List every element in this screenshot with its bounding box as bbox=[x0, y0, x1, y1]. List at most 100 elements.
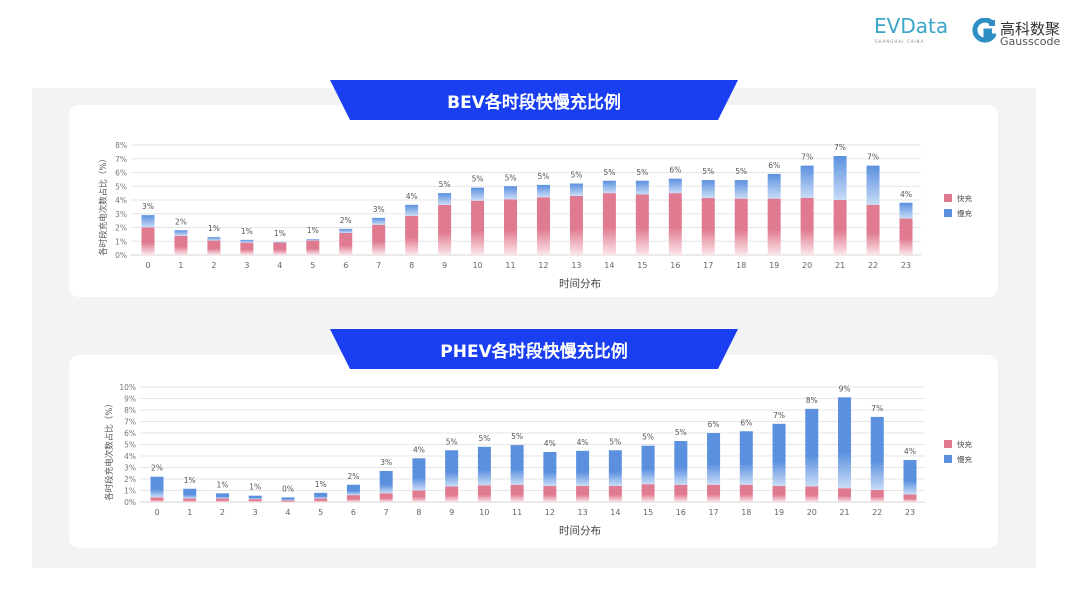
phev-bar-fast bbox=[445, 486, 459, 502]
bev-bar-slow bbox=[306, 239, 320, 241]
bev-y-tick-label: 6% bbox=[115, 169, 127, 178]
bev-bar-fast bbox=[800, 197, 814, 255]
bev-x-tick-label: 6 bbox=[343, 261, 348, 270]
phev-data-label: 2% bbox=[347, 472, 359, 481]
bev-bar-fast bbox=[240, 242, 254, 255]
bev-data-label: 2% bbox=[175, 217, 187, 226]
phev-bar-slow bbox=[608, 450, 622, 486]
phev-bar-slow bbox=[576, 450, 590, 486]
phev-x-tick-label: 23 bbox=[905, 508, 915, 517]
phev-bar-slow bbox=[838, 397, 852, 489]
phev-bar-fast bbox=[674, 484, 688, 502]
bev-data-label: 6% bbox=[768, 161, 780, 170]
bev-x-tick-label: 18 bbox=[736, 261, 746, 270]
phev-bar-slow bbox=[281, 497, 295, 501]
bev-x-tick-label: 17 bbox=[703, 261, 713, 270]
bev-legend-label-fast: 快充 bbox=[957, 193, 972, 203]
bev-bar-slow bbox=[635, 180, 649, 195]
phev-x-tick-label: 2 bbox=[220, 508, 225, 517]
phev-data-label: 3% bbox=[380, 458, 392, 467]
bev-bar-fast bbox=[405, 215, 419, 255]
phev-y-axis-title: 各时段充电次数占比（%） bbox=[104, 399, 115, 501]
bev-title-banner: BEV各时段快慢充比例 bbox=[330, 80, 738, 120]
phev-data-label: 4% bbox=[544, 439, 556, 448]
phev-y-tick-label: 10% bbox=[119, 383, 136, 392]
phev-data-label: 5% bbox=[642, 433, 654, 442]
phev-data-label: 5% bbox=[609, 437, 621, 446]
phev-y-tick-label: 3% bbox=[124, 464, 136, 473]
phev-x-tick-label: 13 bbox=[578, 508, 588, 517]
evdata-logo: EVData SHANGHAI CHINA bbox=[874, 14, 948, 44]
bev-data-label: 5% bbox=[505, 173, 517, 182]
bev-x-tick-label: 11 bbox=[505, 261, 515, 270]
bev-chart-title: BEV各时段快慢充比例 bbox=[447, 93, 621, 113]
phev-bar-slow bbox=[870, 416, 884, 490]
phev-bar-slow bbox=[379, 470, 393, 494]
bev-bar-fast bbox=[141, 227, 155, 255]
phev-bar-fast bbox=[510, 484, 524, 502]
bev-y-tick-label: 1% bbox=[115, 237, 127, 246]
phev-x-tick-label: 14 bbox=[610, 508, 620, 517]
bev-bar-slow bbox=[668, 178, 682, 194]
bev-bar-slow bbox=[504, 186, 518, 200]
bev-bar-slow bbox=[339, 228, 353, 233]
bev-data-label: 7% bbox=[801, 153, 813, 162]
phev-x-tick-label: 0 bbox=[154, 508, 159, 517]
phev-data-label: 4% bbox=[413, 445, 425, 454]
phev-y-tick-label: 0% bbox=[124, 498, 136, 507]
bev-bar-slow bbox=[569, 183, 583, 196]
bev-data-label: 1% bbox=[307, 226, 319, 235]
bev-y-tick-label: 2% bbox=[115, 224, 127, 233]
phev-bar-slow bbox=[707, 433, 721, 485]
bev-data-label: 5% bbox=[472, 175, 484, 184]
phev-bar-slow bbox=[183, 488, 197, 499]
phev-legend-swatch-fast bbox=[944, 440, 952, 448]
bev-x-tick-label: 4 bbox=[277, 261, 282, 270]
phev-bar-slow bbox=[248, 495, 262, 500]
bev-bar-fast bbox=[174, 235, 188, 255]
phev-y-tick-label: 6% bbox=[124, 429, 136, 438]
bev-data-label: 3% bbox=[142, 202, 154, 211]
bev-x-tick-label: 13 bbox=[571, 261, 581, 270]
phev-x-tick-label: 19 bbox=[774, 508, 784, 517]
bev-bar-fast bbox=[899, 218, 913, 255]
bev-bar-fast bbox=[734, 198, 748, 255]
phev-x-tick-label: 6 bbox=[351, 508, 356, 517]
phev-x-tick-label: 1 bbox=[187, 508, 192, 517]
bev-x-tick-label: 23 bbox=[901, 261, 911, 270]
bev-bar-fast bbox=[569, 195, 583, 255]
phev-bar-fast bbox=[379, 493, 393, 502]
phev-bar-fast bbox=[903, 494, 917, 502]
phev-data-label: 1% bbox=[184, 476, 196, 485]
bev-y-tick-label: 3% bbox=[115, 210, 127, 219]
phev-bar-slow bbox=[314, 492, 328, 499]
bev-bar-slow bbox=[800, 165, 814, 198]
phev-data-label: 5% bbox=[511, 432, 523, 441]
phev-bar-slow bbox=[805, 408, 819, 487]
phev-y-tick-label: 8% bbox=[124, 406, 136, 415]
bev-bar-slow bbox=[866, 165, 880, 205]
bev-bar-fast bbox=[866, 204, 880, 255]
bev-y-tick-label: 5% bbox=[115, 182, 127, 191]
bev-data-label: 4% bbox=[406, 192, 418, 201]
phev-data-label: 7% bbox=[773, 411, 785, 420]
bev-x-tick-label: 10 bbox=[472, 261, 482, 270]
phev-bar-slow bbox=[739, 431, 753, 485]
bev-x-tick-label: 1 bbox=[178, 261, 183, 270]
phev-y-tick-label: 2% bbox=[124, 475, 136, 484]
bev-bar-fast bbox=[306, 240, 320, 255]
bev-bar-slow bbox=[471, 187, 485, 201]
phev-legend-label-fast: 快充 bbox=[957, 439, 972, 449]
phev-data-label: 1% bbox=[315, 480, 327, 489]
bev-bar-slow bbox=[833, 156, 847, 200]
bev-bar-fast bbox=[207, 240, 221, 255]
bev-bar-slow bbox=[207, 237, 221, 241]
phev-bar-slow bbox=[346, 484, 360, 496]
phev-data-label: 8% bbox=[806, 396, 818, 405]
bev-bar-fast bbox=[438, 204, 452, 255]
gausscode-logo-icon bbox=[972, 17, 998, 43]
phev-bar-fast bbox=[576, 485, 590, 502]
phev-bar-fast bbox=[870, 489, 884, 502]
bev-bar-fast bbox=[504, 199, 518, 255]
